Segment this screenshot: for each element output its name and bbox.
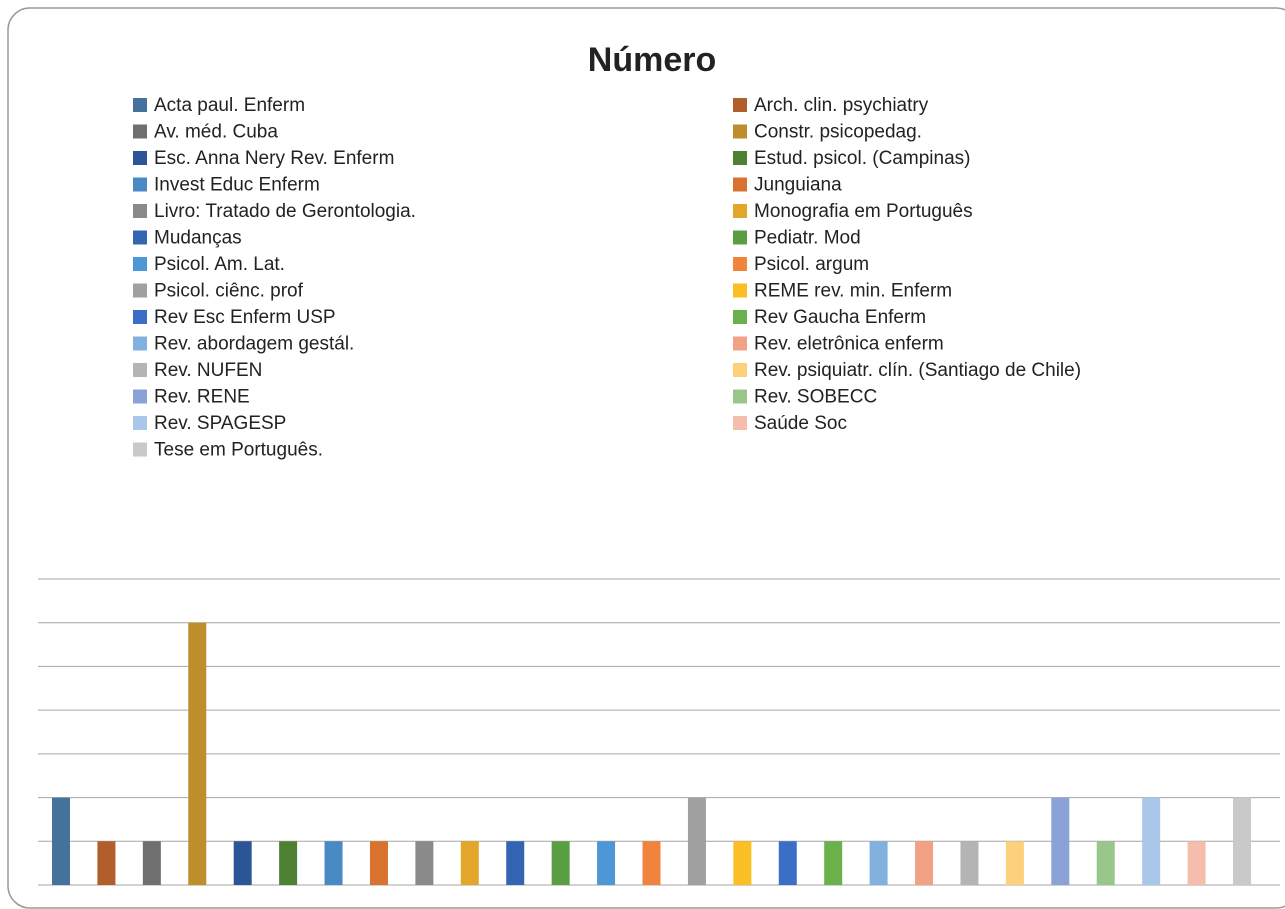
bar: [733, 841, 752, 885]
bar: [1233, 797, 1251, 885]
legend-label: Rev. SPAGESP: [154, 413, 286, 434]
legend-label: Constr. psicopedag.: [754, 122, 922, 143]
legend-swatch: [133, 363, 147, 377]
legend-swatch: [733, 389, 747, 404]
legend-swatch: [133, 336, 147, 351]
bar: [778, 841, 797, 885]
legend-label: Av. méd. Cuba: [154, 122, 278, 143]
legend-swatch: [733, 257, 747, 271]
bar: [460, 841, 479, 885]
legend-label: Psicol. Am. Lat.: [154, 254, 285, 275]
legend-label: Psicol. argum: [754, 254, 869, 275]
legend-label: Livro: Tratado de Gerontologia.: [154, 201, 416, 222]
legend-swatch: [133, 389, 147, 404]
legend-label: Rev. NUFEN: [154, 360, 262, 381]
bar: [506, 841, 525, 885]
bar: [597, 841, 616, 885]
legend-label: Pediatr. Mod: [754, 228, 861, 249]
bar: [824, 841, 843, 885]
bar: [687, 797, 706, 885]
legend-label: Rev. psiquiatr. clín. (Santiago de Chile…: [754, 360, 1081, 381]
bar: [188, 622, 207, 885]
legend-swatch: [733, 416, 747, 430]
legend-swatch: [133, 124, 147, 139]
bar: [1096, 841, 1115, 885]
bar: [869, 841, 888, 885]
legend-swatch: [133, 151, 147, 165]
legend-swatch: [733, 177, 747, 192]
legend-swatch: [133, 442, 147, 457]
bar: [142, 841, 161, 885]
legend-swatch: [733, 151, 747, 165]
bar: [415, 841, 434, 885]
bar: [551, 841, 570, 885]
legend-swatch: [133, 257, 147, 271]
bar: [324, 841, 343, 885]
bar: [915, 841, 934, 885]
bar: [1051, 797, 1070, 885]
legend-label: Rev. RENE: [154, 387, 250, 408]
legend-label: Saúde Soc: [754, 413, 847, 434]
legend-swatch: [733, 283, 747, 298]
bar: [279, 841, 298, 885]
legend-label: Junguiana: [754, 175, 842, 196]
legend-swatch: [133, 283, 147, 298]
legend-label: Mudanças: [154, 228, 242, 249]
bar: [52, 797, 70, 885]
legend-label: Estud. psicol. (Campinas): [754, 148, 970, 169]
legend-swatch: [733, 310, 747, 324]
legend-label: Acta paul. Enferm: [154, 95, 305, 116]
legend-swatch: [733, 230, 747, 245]
legend-label: Rev Gaucha Enferm: [754, 307, 926, 328]
legend-swatch: [733, 124, 747, 139]
bar: [1005, 841, 1024, 885]
bar: [1142, 797, 1161, 885]
bar: [960, 841, 979, 885]
bar: [642, 841, 661, 885]
legend-swatch: [133, 230, 147, 245]
legend-swatch: [133, 310, 147, 324]
legend-swatch: [733, 336, 747, 351]
legend-swatch: [133, 204, 147, 218]
bar: [97, 841, 116, 885]
legend-label: Monografia em Português: [754, 201, 973, 222]
legend-label: Rev. eletrônica enferm: [754, 334, 944, 355]
legend-label: Rev. abordagem gestál.: [154, 334, 354, 355]
legend-swatch: [733, 204, 747, 218]
legend-swatch: [733, 363, 747, 377]
legend-swatch: [733, 98, 747, 112]
legend-label: Psicol. ciênc. prof: [154, 281, 304, 302]
bar: [369, 841, 388, 885]
legend-label: REME rev. min. Enferm: [754, 281, 952, 302]
legend-label: Rev. SOBECC: [754, 387, 877, 408]
chart-title: Número: [588, 41, 716, 79]
legend-label: Invest Educ Enferm: [154, 175, 320, 196]
legend-swatch: [133, 416, 147, 430]
legend-label: Arch. clin. psychiatry: [754, 95, 929, 116]
legend-label: Rev Esc Enferm USP: [154, 307, 336, 328]
legend-label: Tese em Português.: [154, 440, 323, 461]
bar: [233, 841, 252, 885]
bar: [1187, 841, 1206, 885]
legend-label: Esc. Anna Nery Rev. Enferm: [154, 148, 394, 169]
chart-frame: [7, 7, 1285, 909]
legend-swatch: [133, 98, 147, 112]
legend-swatch: [133, 177, 147, 192]
